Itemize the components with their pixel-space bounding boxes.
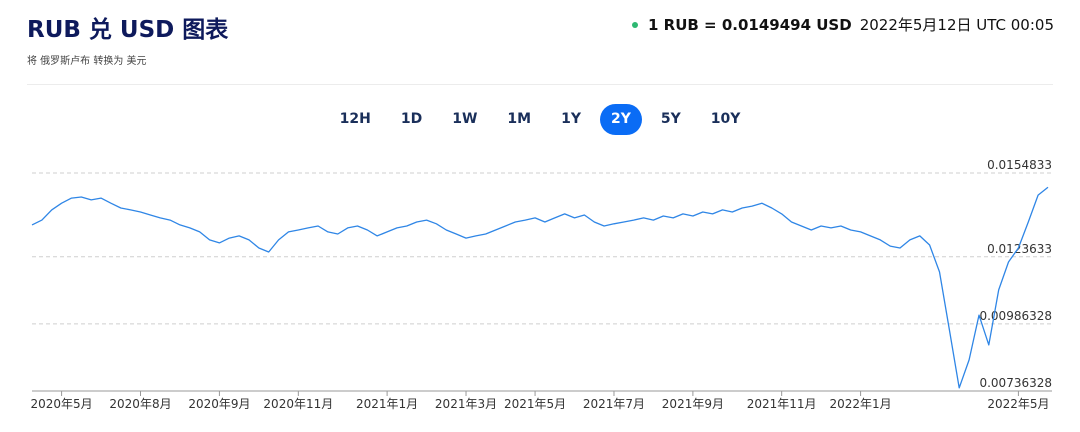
range-button[interactable]: 1Y — [561, 111, 581, 127]
timestamp: 2022年5月12日 UTC 00:05 — [859, 16, 1054, 34]
separator — [27, 84, 1053, 85]
range-button[interactable]: 10Y — [710, 111, 741, 127]
subtitle: 将 俄罗斯卢布 转换为 美元 — [27, 56, 147, 67]
range-button[interactable]: 5Y — [660, 111, 681, 127]
x-tick-label: 2021年1月 — [356, 397, 418, 411]
range-button[interactable]: 2Y — [599, 104, 642, 135]
range-button[interactable]: 12H — [339, 111, 371, 127]
x-tick-label: 2021年5月 — [504, 397, 566, 411]
x-tick-label: 2021年11月 — [747, 397, 817, 411]
page-title: RUB 兑 USD 图表 — [27, 17, 229, 43]
rate-box: 1 RUB = 0.0149494 USD 2022年5月12日 UTC 00:0… — [632, 14, 1054, 35]
range-buttons: 12H 1D 1W 1M 1Y 2Y 5Y 10Y — [0, 104, 1080, 135]
range-button[interactable]: 1D — [400, 111, 423, 127]
range-button[interactable]: 1M — [507, 111, 532, 127]
y-tick-label: 0.00986328 — [979, 309, 1052, 323]
x-tick-label: 2021年7月 — [583, 397, 645, 411]
x-tick-label: 2020年5月 — [30, 397, 92, 411]
status-dot — [632, 21, 638, 28]
x-tick-label: 2020年8月 — [109, 397, 171, 411]
price-line — [31, 186, 1049, 389]
x-tick-label: 2020年9月 — [188, 397, 250, 411]
y-tick-label: 0.00736328 — [979, 376, 1052, 390]
x-tick-label: 2021年3月 — [435, 397, 497, 411]
range-button[interactable]: 1W — [452, 111, 478, 127]
x-tick-label: 2022年1月 — [829, 397, 891, 411]
y-tick-label: 0.0123633 — [987, 242, 1052, 256]
rate: 1 RUB = 0.0149494 USD — [648, 15, 852, 34]
x-tick-label: 2020年11月 — [263, 397, 333, 411]
x-tick-label: 2022年5月 — [987, 397, 1049, 411]
y-tick-label: 0.0154833 — [987, 158, 1052, 172]
x-tick-label: 2021年9月 — [662, 397, 724, 411]
